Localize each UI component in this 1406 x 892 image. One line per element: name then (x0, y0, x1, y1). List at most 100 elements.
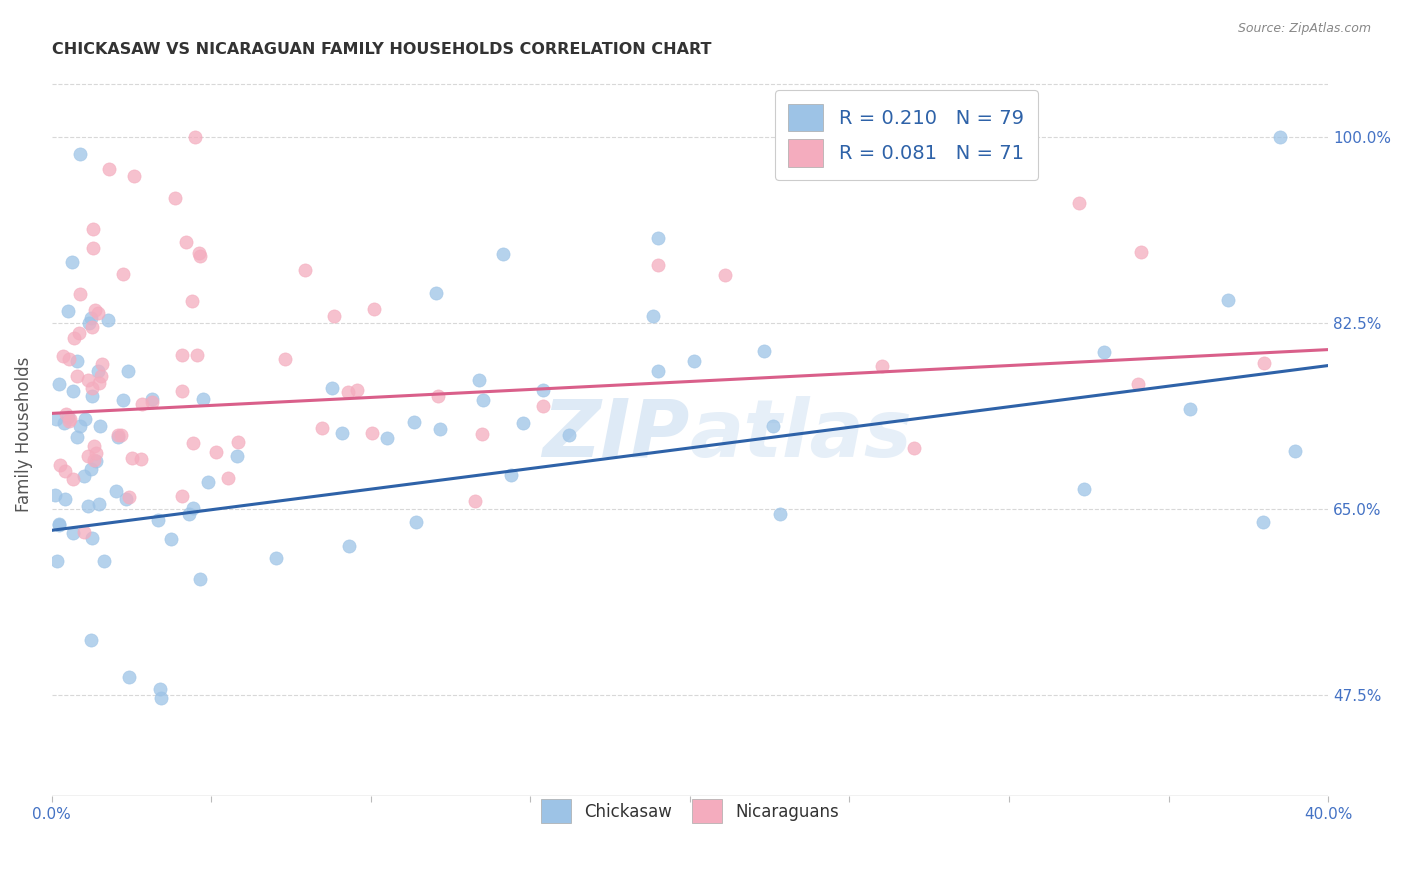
Point (1092, 344, 1115, 359)
Point (186, 348, 208, 362)
Point (118, 490, 141, 504)
Point (104, 483, 127, 498)
Point (73, 525, 96, 540)
Point (149, 681, 172, 696)
Point (52, 349, 75, 363)
Point (405, 515, 427, 529)
Point (177, 507, 200, 521)
Point (66, 430, 89, 444)
Point (90, 357, 112, 371)
Point (90, 369, 112, 384)
Point (339, 539, 361, 553)
Point (62, 526, 84, 541)
Point (188, 249, 211, 263)
Point (97, 313, 120, 327)
Text: Source: ZipAtlas.com: Source: ZipAtlas.com (1237, 22, 1371, 36)
Point (53, 492, 76, 507)
Point (76, 449, 98, 463)
Point (121, 451, 143, 466)
Point (59, 412, 82, 426)
Point (80, 531, 103, 545)
Point (69, 146, 91, 161)
Point (647, 363, 669, 377)
Point (82, 222, 104, 236)
Point (558, 427, 581, 442)
Point (80, 319, 103, 334)
Point (83, 452, 105, 467)
Point (172, 489, 194, 503)
Point (512, 417, 534, 431)
Point (80, 381, 103, 395)
Point (69, 287, 91, 301)
Point (769, 507, 792, 521)
Point (641, 309, 664, 323)
Point (87, 376, 110, 391)
Legend: Chickasaw, Nicaraguans: Chickasaw, Nicaraguans (529, 788, 851, 835)
Point (131, 451, 153, 466)
Point (754, 343, 776, 358)
Point (274, 352, 297, 367)
Point (67, 326, 90, 341)
Point (205, 445, 228, 459)
Point (1253, 356, 1275, 370)
Point (110, 428, 132, 442)
Point (79, 316, 101, 330)
Point (346, 383, 368, 397)
Point (467, 373, 489, 387)
Point (360, 425, 382, 440)
Y-axis label: Family Households: Family Households (15, 357, 32, 512)
Point (63, 331, 86, 345)
Point (429, 422, 451, 436)
Point (499, 467, 522, 482)
Point (321, 381, 343, 395)
Point (44, 488, 66, 502)
Point (80, 310, 103, 325)
Point (1126, 377, 1149, 392)
Point (98, 161, 121, 176)
Point (83, 439, 105, 453)
Point (112, 393, 135, 408)
Point (225, 449, 247, 463)
Point (187, 245, 209, 260)
Point (73, 412, 96, 426)
Point (45, 412, 67, 426)
Point (1251, 515, 1274, 529)
Point (165, 191, 187, 205)
Point (58, 410, 80, 425)
Point (330, 426, 353, 441)
Point (375, 431, 398, 445)
Point (107, 428, 129, 442)
Point (49, 458, 72, 472)
Point (141, 392, 163, 407)
Point (76, 373, 98, 387)
Point (181, 501, 204, 516)
Point (148, 513, 170, 527)
Point (336, 384, 359, 399)
Point (62, 384, 84, 398)
Point (1073, 483, 1095, 497)
Point (531, 399, 554, 413)
Point (323, 309, 346, 323)
Point (193, 392, 215, 406)
Point (471, 392, 494, 407)
Point (66, 353, 89, 368)
Point (87, 363, 110, 377)
Point (1218, 293, 1240, 307)
Text: atlas: atlas (690, 396, 912, 474)
Point (111, 267, 134, 281)
Point (1270, 130, 1292, 145)
Point (683, 353, 706, 368)
Point (82, 242, 104, 256)
Point (48, 376, 70, 391)
Point (184, 130, 207, 145)
Point (77, 499, 100, 513)
Point (60, 254, 83, 268)
Text: CHICKASAW VS NICARAGUAN FAMILY HOUSEHOLDS CORRELATION CHART: CHICKASAW VS NICARAGUAN FAMILY HOUSEHOLD… (52, 42, 711, 57)
Point (1178, 402, 1201, 417)
Point (53, 417, 76, 431)
Point (80, 633, 103, 648)
Point (48, 517, 70, 532)
Point (69, 419, 91, 434)
Point (311, 421, 333, 435)
Point (197, 475, 219, 490)
